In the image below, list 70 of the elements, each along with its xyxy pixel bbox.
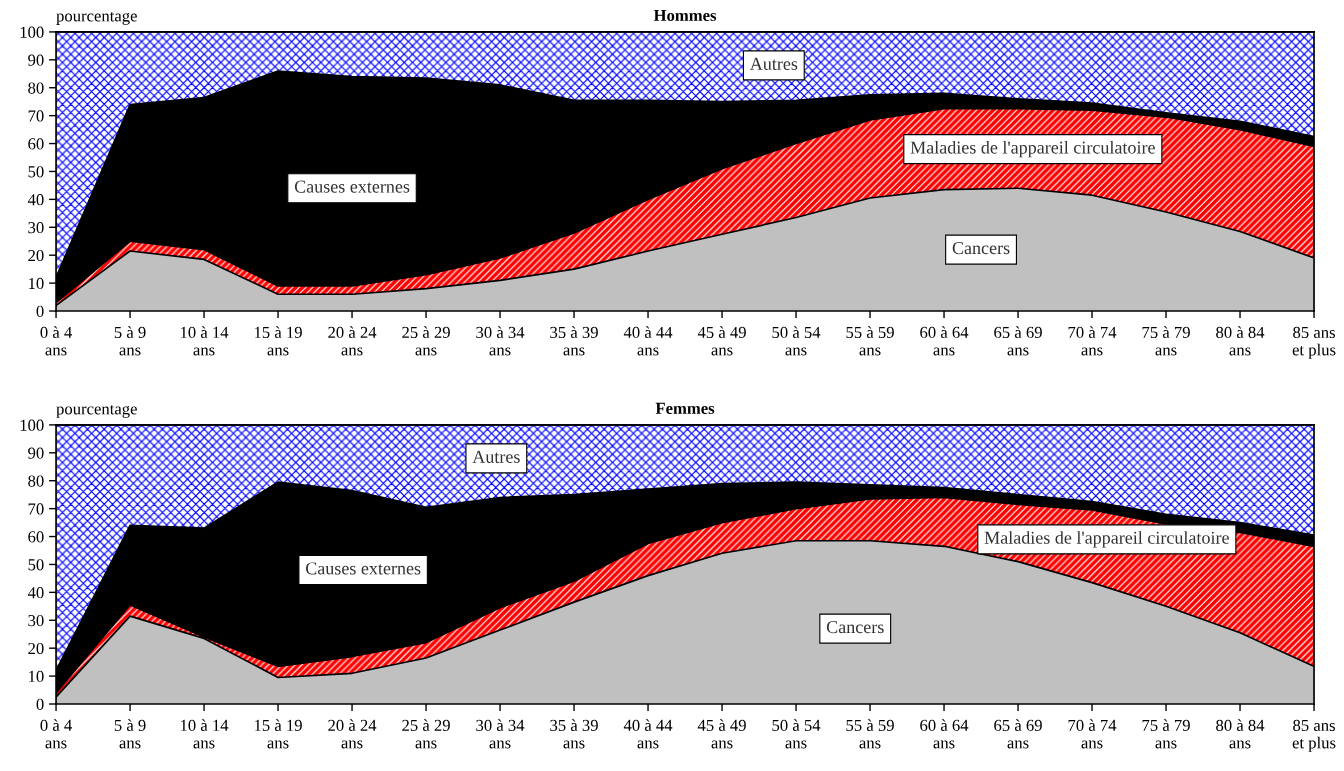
y-tick-label: 20 [28,642,44,655]
y-tick-label: 10 [29,670,44,683]
series-label: Autres [749,57,798,70]
x-tick-label: 10 à 14 ans [180,719,229,749]
y-tick-label: 60 [28,531,44,543]
y-tick-label: 50 [28,559,44,571]
y-tick-label: 60 [28,138,44,150]
x-tick-label: 0 à 4 ans [40,326,72,356]
x-tick-label: 15 à 19 ans [254,719,302,749]
x-tick-label: 70 à 74 ans [1068,326,1117,356]
x-tick-label: 35 à 39 ans [550,719,598,749]
series-label: Causes externes [294,180,410,193]
x-tick-label: 70 à 74 ans [1068,719,1117,749]
y-tick-label: 10 [29,277,44,290]
y-axis-title: pourcentage [56,11,137,25]
series-label: Cancers [952,242,1010,255]
x-tick-label: 55 à 59 ans [846,719,894,749]
y-tick-label: 70 [28,110,44,122]
y-tick-label: 0 [36,698,44,710]
y-tick-label: 100 [20,26,44,38]
y-tick-label: 0 [36,305,44,317]
y-tick-label: 90 [28,54,44,66]
y-tick-label: 30 [28,614,44,627]
chart-title: Femmes [655,402,715,414]
x-tick-label: 15 à 19 ans [254,326,302,356]
x-tick-label: 30 à 34 ans [476,326,525,356]
x-tick-label: 75 à 79 ans [1142,719,1190,749]
x-tick-label: 25 à 29 ans [402,719,450,749]
x-tick-label: 65 à 69 ans [994,719,1042,749]
y-tick-label: 20 [28,249,44,262]
x-tick-label: 60 à 64 ans [920,719,969,749]
x-tick-label: 25 à 29 ans [402,326,450,356]
series-label: Causes externes [305,562,421,575]
x-tick-label: 50 à 54 ans [772,326,821,356]
series-label: Maladies de l'appareil circulatoire [984,531,1229,548]
y-tick-label: 80 [28,475,44,487]
series-label: Maladies de l'appareil circulatoire [910,140,1155,158]
y-tick-label: 70 [28,503,44,515]
series-label: Cancers [826,621,884,634]
x-tick-label: 35 à 39 ans [550,326,598,356]
x-tick-label: 20 à 24 ans [328,719,377,749]
y-tick-label: 100 [20,419,44,431]
y-tick-label: 40 [27,194,44,206]
x-tick-label: 5 à 9 ans [114,719,146,749]
x-tick-label: 80 à 84 ans [1216,719,1265,749]
x-tick-label: 5 à 9 ans [114,326,146,356]
x-tick-label: 50 à 54 ans [772,719,821,749]
x-tick-label: 55 à 59 ans [846,326,894,356]
y-axis-title: pourcentage [56,404,137,418]
y-tick-label: 50 [28,166,44,178]
y-tick-label: 40 [27,587,44,599]
x-tick-label: 10 à 14 ans [180,326,229,356]
x-tick-label: 75 à 79 ans [1142,326,1190,356]
x-tick-label: 85 ans et plus [1292,719,1336,752]
x-tick-label: 85 ans et plus [1292,326,1336,359]
x-tick-label: 40 à 44 ans [623,326,673,356]
x-tick-label: 80 à 84 ans [1216,326,1265,356]
x-tick-label: 0 à 4 ans [40,719,72,749]
x-tick-label: 45 à 49 ans [697,719,746,749]
x-tick-label: 60 à 64 ans [920,326,969,356]
chart-title: Hommes [653,9,717,21]
x-tick-label: 30 à 34 ans [476,719,525,749]
x-tick-label: 40 à 44 ans [623,719,673,749]
y-tick-label: 30 [28,221,44,234]
series-label: Autres [472,450,520,463]
x-tick-label: 20 à 24 ans [328,326,377,356]
y-tick-label: 80 [28,82,44,94]
x-tick-label: 65 à 69 ans [994,326,1042,356]
y-tick-label: 90 [28,447,44,459]
x-tick-label: 45 à 49 ans [697,326,746,356]
